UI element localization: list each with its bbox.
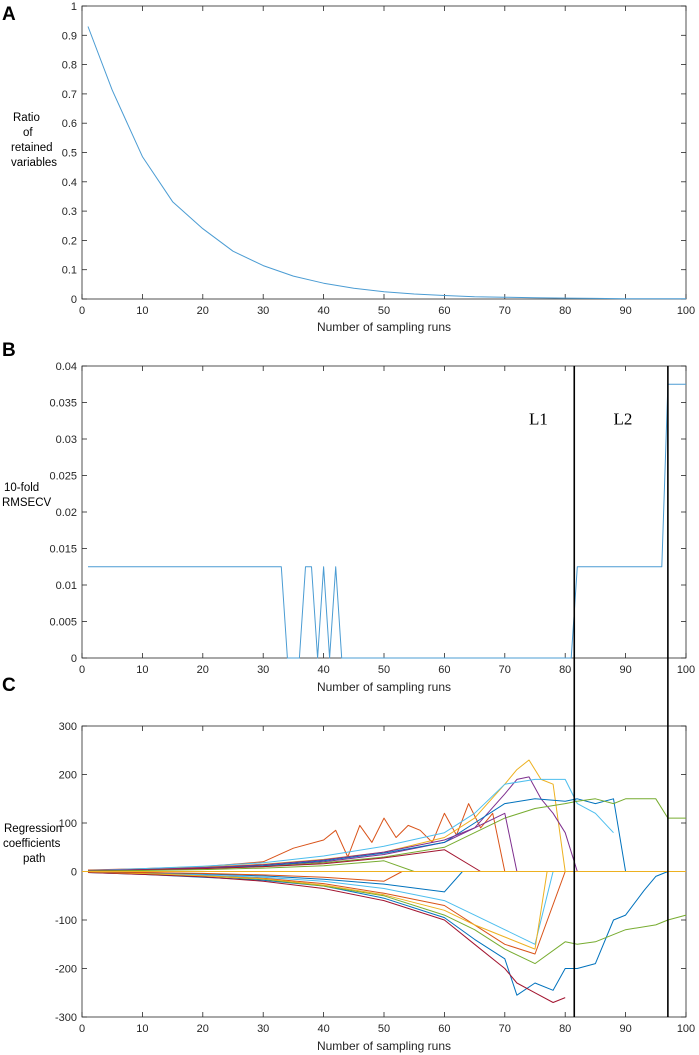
panel-a-xtick-label: 100 [677,305,695,317]
panel-b-xtick-label: 90 [619,664,631,676]
panel-a-ytick-label: 0.9 [62,30,77,42]
panel-c-ytick-label: -200 [55,964,77,976]
panel-c-series-coef-13 [87,871,548,950]
panel-a-xtick-label: 60 [438,305,450,317]
panel-a-ytick-label: 0.8 [62,60,77,72]
panel-b-xtick-label: 50 [378,664,390,676]
panel-c-series-coef-5 [87,871,687,965]
panel-a-ylabel-line-2: of [23,127,33,139]
panel-a-ytick-label: 0.1 [62,265,77,277]
panel-b-ylabel-line-1: 10-fold [4,482,39,494]
panel-b-xtick-label: 30 [257,664,269,676]
panel-a-ytick-label: 0 [71,294,77,306]
panel-letter-b: B [2,340,16,361]
panel-c-series-coef-12 [87,812,518,872]
panel-c-xtick-label: 80 [559,1023,571,1035]
panel-b-xtick-label: 80 [559,664,571,676]
panel-c-xtick-label: 20 [197,1023,209,1035]
panel-b-xtick-label: 60 [438,664,450,676]
panel-letter-a: A [2,4,16,25]
panel-c-xtick-label: 10 [136,1023,148,1035]
panel-c-ylabel-line-3: path [23,853,45,865]
panel-c-series-coef-8 [87,798,627,872]
panel-c-series-coef-16 [87,860,415,872]
panel-c-series-coef-14 [87,849,481,872]
panel-b-xlabel: Number of sampling runs [317,680,451,694]
panel-a-ylabel-line-1: Ratio [13,112,40,124]
panel-b-ytick-label: 0 [71,653,77,665]
panel-c-xtick-label: 60 [438,1023,450,1035]
panel-c-xtick-label: 0 [79,1023,85,1035]
panel-a-ytick-label: 0.4 [62,177,77,189]
panel-c-ytick-label: 300 [59,721,77,733]
panel-b-xtick-label: 100 [677,664,695,676]
panel-b-ytick-label: 0.025 [49,471,77,483]
panel-c-xtick-label: 40 [317,1023,329,1035]
panel-a-xtick-label: 10 [136,305,148,317]
panel-c-ylabel-line-2: coefficients [3,838,61,850]
panel-a: A Ratio of retained variables Number of … [2,1,695,334]
panel-b-xtick-label: 20 [197,664,209,676]
panel-a-xlabel: Number of sampling runs [317,320,451,334]
annotation-l1: L1 [529,409,548,428]
panel-b-ytick-label: 0.01 [56,580,77,592]
panel-b-ytick-label: 0.02 [56,507,77,519]
panel-b-xtick-label: 0 [79,664,85,676]
panel-c-series-coef-11 [87,871,554,945]
panel-a-axes-box [81,5,687,300]
panel-a-xtick-label: 40 [317,305,329,317]
panel-c-series-coef-1 [87,871,669,996]
panel-b-ytick-label: 0.005 [49,617,77,629]
panel-a-series-ratio [87,26,686,300]
annotation-l2: L2 [614,409,633,428]
panel-b-ytick-label: 0.03 [56,434,77,446]
panel-a-xtick-label: 70 [499,305,511,317]
panel-a-xtick-label: 90 [619,305,631,317]
panel-b-xtick-label: 70 [499,664,511,676]
panel-a-ytick-label: 0.2 [62,235,77,247]
panel-a-xtick-label: 0 [79,305,85,317]
panel-c-series-coef-2 [87,803,506,872]
panel-b-xtick-label: 40 [317,664,329,676]
panel-a-ytick-label: 0.3 [62,206,77,218]
panel-b-ytick-label: 0.04 [56,361,77,373]
panel-a-ytick-label: 1 [71,1,77,13]
panel-c-ytick-label: 100 [59,818,77,830]
panel-c-xtick-label: 50 [378,1023,390,1035]
panel-a-xtick-label: 20 [197,305,209,317]
panel-b-axes-box [81,365,687,659]
panel-c-xtick-label: 70 [499,1023,511,1035]
panel-c-xtick-label: 100 [677,1023,695,1035]
panel-b-series-rmsecv [88,383,686,659]
panel-b-ylabel-line-2: RMSECV [2,497,52,509]
panel-c-xlabel: Number of sampling runs [317,1039,451,1053]
panel-a-xtick-label: 80 [559,305,571,317]
panel-b-xtick-label: 10 [136,664,148,676]
panel-a-ylabel-line-4: variables [11,157,57,169]
panel-c-series-coef-10 [87,798,686,872]
panel-c-series-coef-17 [87,871,403,882]
panel-a-ytick-label: 0.6 [62,118,77,130]
panel-a-ylabel-line-3: retained [11,142,53,154]
panel-c-xtick-label: 30 [257,1023,269,1035]
panel-b: B 10-fold RMSECV Number of sampling runs… [2,340,695,694]
panel-b-ytick-label: 0.035 [49,398,77,410]
panel-c-xtick-label: 90 [619,1023,631,1035]
panel-c-ytick-label: -100 [55,915,77,927]
panel-a-ytick-label: 0.5 [62,148,77,160]
panel-c-ytick-label: 200 [59,770,77,782]
panel-c-ylabel-line-1: Regression [4,823,62,835]
panel-c-series-coef-7 [87,872,566,1003]
panel-a-xtick-label: 30 [257,305,269,317]
panel-b-ytick-label: 0.015 [49,544,77,556]
panel-letter-c: C [2,675,16,696]
panel-c-ytick-label: 0 [71,867,77,879]
panel-c-series-coef-4 [87,776,578,872]
panel-a-xtick-label: 50 [378,305,390,317]
panel-a-ytick-label: 0.7 [62,89,77,101]
panel-c-ytick-label: -300 [55,1012,77,1024]
panel-c: C Regression coefficients path Number of… [2,675,695,1053]
